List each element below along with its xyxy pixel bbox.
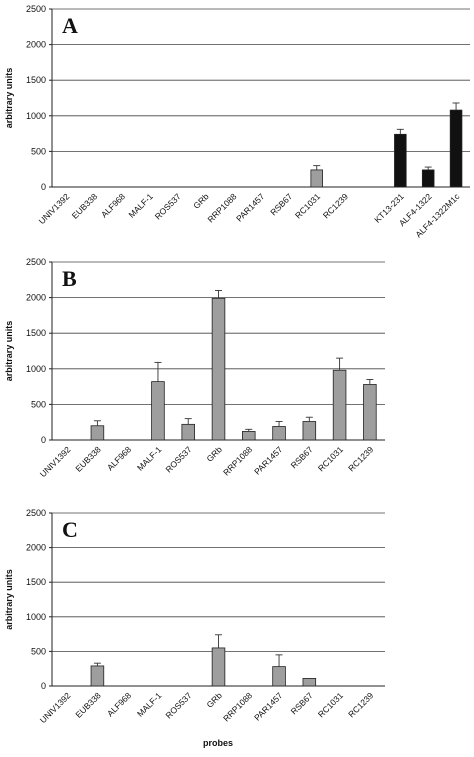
y-tick-label: 2500 xyxy=(26,4,46,14)
x-axis-label: probes xyxy=(203,738,233,748)
y-tick-label: 1000 xyxy=(26,364,46,374)
y-axis-label: arbitrary units xyxy=(4,569,14,630)
y-tick-label: 0 xyxy=(41,681,46,691)
y-tick-label: 2500 xyxy=(26,508,46,518)
bar xyxy=(272,426,286,441)
x-tick-label: RC1239 xyxy=(321,191,350,220)
x-tick-label: RC1239 xyxy=(346,690,375,719)
bar xyxy=(363,384,377,441)
x-tick-label: UNIV1392 xyxy=(38,444,73,479)
x-tick-label: ALF968 xyxy=(105,690,133,718)
x-tick-label: RC1031 xyxy=(316,444,345,473)
y-axis-label: arbitrary units xyxy=(4,321,14,382)
panel-letter: A xyxy=(62,13,78,38)
y-tick-label: 2000 xyxy=(26,40,46,50)
x-tick-label: RC1031 xyxy=(293,191,322,220)
bar xyxy=(211,647,226,687)
x-tick-label: ROS537 xyxy=(164,444,194,474)
x-tick-label: UNIV1392 xyxy=(38,690,73,725)
x-tick-label: GRb xyxy=(191,191,211,211)
y-axis-label: arbitrary units xyxy=(4,68,14,129)
bar xyxy=(242,431,256,441)
x-tick-label: RRP1088 xyxy=(221,444,254,477)
bar xyxy=(394,133,407,188)
x-tick-label: PAR1457 xyxy=(234,191,267,224)
y-tick-label: 0 xyxy=(41,435,46,445)
y-tick-label: 1000 xyxy=(26,612,46,622)
x-tick-label: PAR1457 xyxy=(252,444,285,477)
y-tick-label: 0 xyxy=(41,182,46,192)
bar xyxy=(449,109,463,188)
bar xyxy=(302,677,317,687)
bar xyxy=(211,297,226,441)
panel-b: 0 500 1000 1500 2000 2500 arbitrary units B UNIV… xyxy=(4,257,385,479)
bar xyxy=(90,665,105,687)
x-tick-label: EUB338 xyxy=(70,191,100,221)
y-tick-label: 1500 xyxy=(26,75,46,85)
x-tick-label: ROS537 xyxy=(153,191,183,221)
x-tick-label: ALF968 xyxy=(99,191,127,219)
bar xyxy=(302,421,317,441)
x-tick-label: EUB338 xyxy=(73,444,103,474)
x-tick-label: EUB338 xyxy=(73,690,103,720)
x-tick-label: RSB67 xyxy=(289,690,315,716)
panel-a: 0 500 1000 1500 2000 2500 arbitrary units A UNIV… xyxy=(4,4,470,240)
bar xyxy=(90,425,105,441)
panel-letter: C xyxy=(62,517,78,542)
x-tick-label: RRP1088 xyxy=(221,690,254,723)
y-tick-label: 2000 xyxy=(26,293,46,303)
x-tick-label: ROS537 xyxy=(164,690,194,720)
y-tick-label: 2500 xyxy=(26,257,46,267)
bar xyxy=(272,666,286,687)
x-tick-label: GRb xyxy=(204,690,224,710)
x-tick-label: RSB67 xyxy=(268,191,294,217)
x-tick-label: ALF968 xyxy=(105,444,133,472)
y-tick-label: 500 xyxy=(31,646,46,656)
bar xyxy=(310,169,323,188)
x-tick-label: MALF-1 xyxy=(126,191,155,220)
panel-c: 0 500 1000 1500 2000 2500 arbitrary units C UNIV… xyxy=(4,508,385,725)
bar xyxy=(181,423,195,441)
x-tick-label: RC1239 xyxy=(346,444,375,473)
x-tick-label: RRP1088 xyxy=(205,191,238,224)
y-tick-label: 500 xyxy=(31,146,46,156)
y-tick-label: 500 xyxy=(31,399,46,409)
y-tick-label: 1000 xyxy=(26,111,46,121)
y-tick-label: 2000 xyxy=(26,543,46,553)
panel-letter: B xyxy=(62,266,77,291)
x-tick-label: MALF-1 xyxy=(135,690,164,719)
x-tick-label: RC1031 xyxy=(316,690,345,719)
y-tick-label: 1500 xyxy=(26,328,46,338)
x-tick-label: GRb xyxy=(204,444,224,464)
x-tick-label: PAR1457 xyxy=(252,690,285,723)
x-tick-label: RSB67 xyxy=(289,444,315,470)
y-tick-label: 1500 xyxy=(26,577,46,587)
x-tick-label: UNIV1392 xyxy=(37,191,72,226)
bar xyxy=(332,369,347,441)
bar xyxy=(421,169,435,188)
bar xyxy=(151,381,165,441)
x-tick-label: MALF-1 xyxy=(135,444,164,473)
